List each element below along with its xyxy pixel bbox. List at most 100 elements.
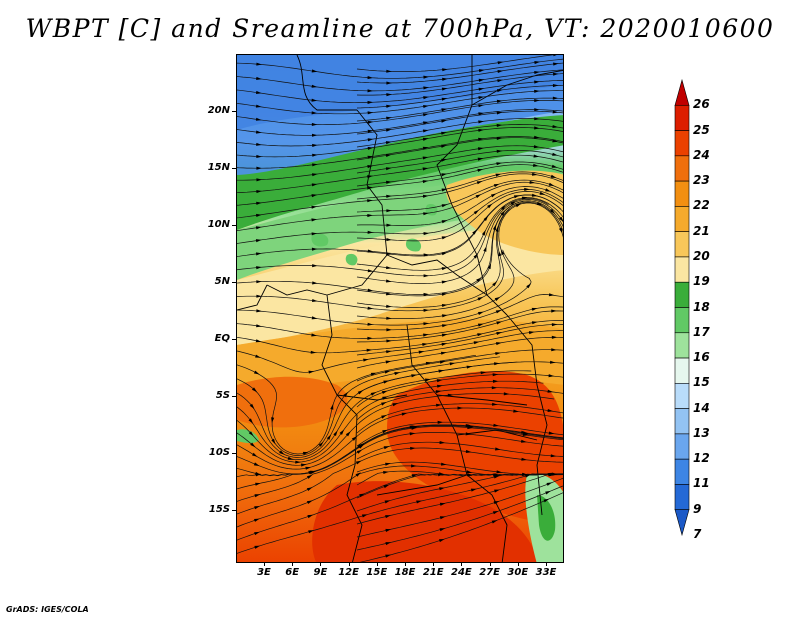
colorbar-cell <box>674 408 690 435</box>
streamline <box>356 179 563 213</box>
streamline-arrow <box>441 87 448 91</box>
streamline <box>356 171 563 200</box>
streamline-arrow <box>312 133 318 137</box>
streamline-arrow <box>545 490 551 495</box>
streamline <box>237 79 563 104</box>
streamline-arrow <box>386 223 392 227</box>
streamline-arrow <box>423 274 430 278</box>
streamline-arrow <box>345 431 351 437</box>
colorbar-cell <box>674 231 690 258</box>
streamline <box>237 198 549 277</box>
colorbar-cell <box>674 281 690 308</box>
streamline <box>237 447 563 515</box>
streamline-arrow <box>465 432 472 436</box>
streamline-arrow <box>256 324 262 328</box>
streamline-arrow <box>550 174 557 178</box>
streamline-arrow <box>358 444 365 449</box>
streamline-arrow <box>545 188 551 192</box>
streamline-arrow <box>515 203 522 208</box>
streamline-arrow <box>367 111 374 115</box>
streamline-arrow <box>254 518 260 522</box>
streamline-arrow <box>441 280 448 284</box>
streamline-arrow <box>386 93 392 97</box>
streamline-arrow <box>384 500 391 504</box>
streamline-arrow <box>552 84 559 88</box>
streamline-arrow <box>306 487 313 491</box>
latitude-tick <box>232 453 237 454</box>
streamline <box>356 150 563 174</box>
streamline-arrow <box>385 528 392 532</box>
streamline-arrow <box>437 420 444 424</box>
streamline-arrow <box>381 415 387 419</box>
streamline-arrow <box>256 294 262 298</box>
streamline-arrow <box>256 178 262 182</box>
colorbar-cell <box>674 433 690 460</box>
longitude-tick <box>405 562 406 566</box>
streamline-arrow <box>386 252 392 256</box>
streamline-arrow <box>256 309 262 313</box>
streamline-arrow <box>422 129 429 133</box>
streamline-arrow <box>253 462 260 466</box>
streamline-arrow <box>531 193 538 197</box>
streamline-arrow <box>477 147 484 151</box>
streamline-arrow <box>525 474 531 478</box>
streamline-arrow <box>496 149 503 153</box>
streamline-arrow <box>367 89 374 93</box>
streamline-arrow <box>492 373 499 377</box>
streamline-arrow <box>470 488 477 492</box>
streamline-arrow <box>524 187 530 191</box>
streamline-arrow <box>435 390 442 394</box>
longitude-label: 9E <box>313 567 328 578</box>
map-panel <box>236 54 564 563</box>
longitude-tick <box>517 562 519 566</box>
streamline-arrow <box>255 239 262 243</box>
streamline-arrow <box>385 360 392 364</box>
streamline <box>356 349 563 382</box>
streamline-arrow <box>441 131 447 135</box>
streamline-arrow <box>311 183 318 187</box>
streamline-arrow <box>386 304 392 308</box>
streamline-arrow <box>441 97 448 101</box>
streamline <box>237 393 555 466</box>
streamline-arrow <box>536 202 543 206</box>
streamline-arrow <box>503 392 510 396</box>
streamline-arrow <box>492 402 498 406</box>
streamline-arrow <box>552 139 558 143</box>
streamline-arrow <box>478 78 485 82</box>
streamline-arrow <box>480 371 487 375</box>
streamline <box>237 473 563 541</box>
colorbar-label: 21 <box>693 223 710 238</box>
streamline-arrow <box>534 71 540 74</box>
streamline <box>237 127 563 158</box>
colorbar-label: 12 <box>693 451 710 466</box>
streamline-arrow <box>487 203 493 209</box>
streamline-arrow <box>492 281 498 287</box>
streamline-arrow <box>367 186 373 190</box>
streamline-arrow <box>441 108 448 112</box>
streamline-arrow <box>551 323 558 327</box>
streamline-arrow <box>411 426 417 430</box>
streamline-arrow <box>478 128 484 132</box>
streamline-arrow <box>442 324 448 328</box>
streamline <box>237 306 563 339</box>
streamline-arrow <box>367 175 373 179</box>
streamline-arrow <box>386 209 392 213</box>
streamline-arrow <box>255 104 262 108</box>
streamline-arrow <box>312 299 318 302</box>
streamline-arrow <box>522 472 528 476</box>
colorbar-cell <box>674 307 690 334</box>
streamline-arrow <box>528 331 535 335</box>
streamline-arrow <box>253 370 260 375</box>
streamline-arrow <box>311 316 318 320</box>
longitude-label: 21E <box>422 567 444 578</box>
streamline-arrow <box>439 487 445 491</box>
streamline-arrow <box>248 431 254 437</box>
longitude-tick <box>376 562 378 566</box>
streamline-arrow <box>411 374 417 378</box>
latitude-tick <box>232 510 237 511</box>
longitude-tick <box>264 562 265 566</box>
streamline-arrow <box>386 339 392 343</box>
colorbar-label: 23 <box>693 173 710 188</box>
streamline <box>356 336 563 369</box>
streamline-arrow <box>477 168 484 172</box>
